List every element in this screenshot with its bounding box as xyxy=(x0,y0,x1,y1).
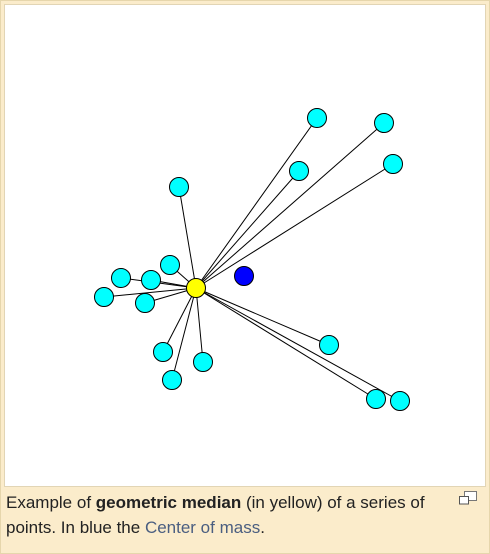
data-point xyxy=(383,154,403,174)
edges xyxy=(103,117,401,402)
edge-line xyxy=(195,117,318,289)
data-point xyxy=(153,342,173,362)
geometric-median-point xyxy=(186,278,206,298)
edge-line xyxy=(195,287,330,346)
diagram-image[interactable] xyxy=(4,4,486,487)
data-point xyxy=(141,270,161,290)
edge-line xyxy=(195,122,385,289)
data-point xyxy=(111,268,131,288)
edge-line xyxy=(195,287,377,400)
data-point xyxy=(169,177,189,197)
center-of-mass-link[interactable]: Center of mass xyxy=(144,518,261,537)
edge-line xyxy=(195,170,300,289)
image-caption: Example of geometric median (in yellow) … xyxy=(6,490,446,540)
data-point xyxy=(162,370,182,390)
data-point xyxy=(374,113,394,133)
data-point xyxy=(289,161,309,181)
edge-line xyxy=(162,287,197,353)
data-point xyxy=(193,352,213,372)
caption-prefix: Example of xyxy=(6,493,96,512)
data-point xyxy=(390,391,410,411)
edge-line xyxy=(195,163,394,289)
edge-line xyxy=(178,186,197,289)
caption-suffix: . xyxy=(260,518,265,537)
caption-bold-term: geometric median xyxy=(95,493,242,512)
data-point xyxy=(160,255,180,275)
center-of-mass-point xyxy=(234,266,254,286)
geometric-median-diagram xyxy=(94,108,410,411)
edge-line xyxy=(195,287,204,363)
data-point xyxy=(319,335,339,355)
edge-line xyxy=(195,287,401,402)
data-point xyxy=(366,389,386,409)
data-point xyxy=(94,287,114,307)
points xyxy=(94,108,410,411)
edge-line xyxy=(171,287,197,381)
magnify-icon[interactable] xyxy=(459,491,477,505)
data-point xyxy=(135,293,155,313)
edge-line xyxy=(103,287,197,298)
data-point xyxy=(307,108,327,128)
caption-middle: (in yellow) of a series of points. In bl… xyxy=(6,493,425,537)
